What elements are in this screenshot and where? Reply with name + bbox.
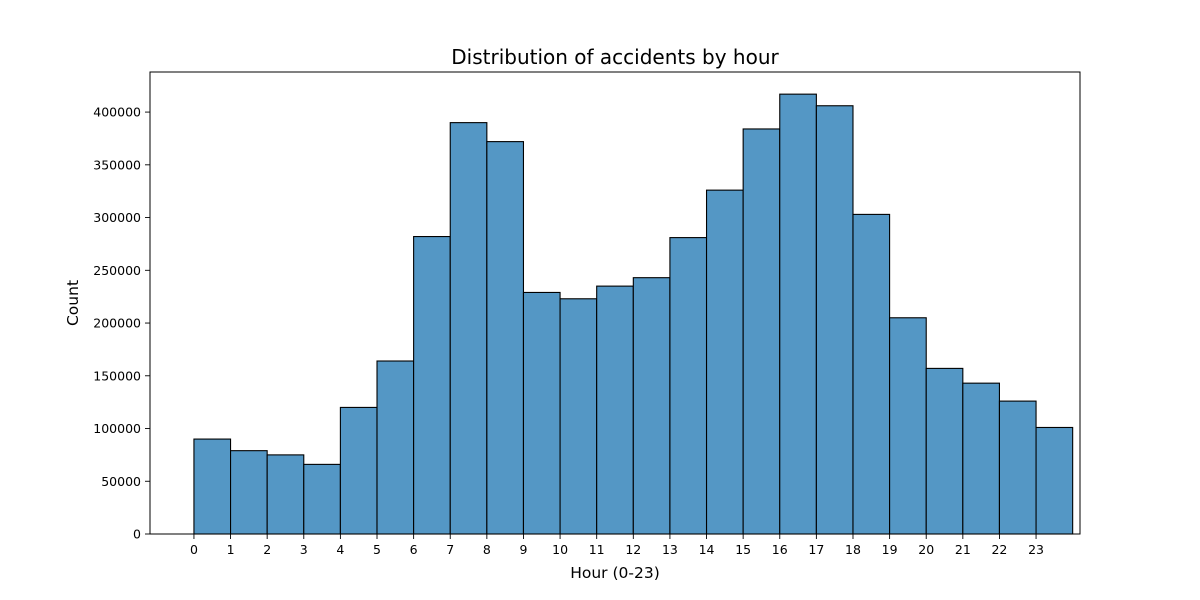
histogram-bar-7 [449,122,488,535]
x-tick-label: 16 [772,542,788,557]
x-axis-ticks: 0 1 2 3 4 5 6 7 8 9 10 11 12 13 14 15 16 17 18 19 20 21 22 23 [190,534,1044,557]
y-tick-label: 0 [133,527,141,542]
histogram-bar-2 [266,454,305,535]
x-tick-label: 21 [955,542,971,557]
histogram-bar-23 [1035,426,1074,535]
x-tick-label: 17 [808,542,824,557]
y-tick-label: 100000 [93,421,141,436]
histogram-bar-9 [522,291,561,535]
y-tick-label: 150000 [93,368,141,383]
histogram-bar-16 [779,93,817,535]
y-tick-label: 200000 [93,316,141,331]
x-tick-label: 5 [373,542,381,557]
histogram-bar-13 [669,237,708,535]
y-tick-label: 350000 [93,157,141,172]
y-tick-label: 50000 [101,474,141,489]
histogram-bar-17 [815,105,854,535]
histogram-bar-4 [339,406,378,535]
histogram-bar-3 [303,463,341,535]
y-tick-label: 300000 [93,210,141,225]
x-tick-label: 15 [735,542,751,557]
histogram-bar-19 [889,317,927,535]
y-axis-label: Count [64,280,82,326]
x-tick-label: 23 [1028,542,1044,557]
x-tick-label: 4 [336,542,344,557]
histogram-bar-15 [742,128,781,535]
histogram-bar-21 [962,382,1000,535]
plot-frame [149,71,1081,535]
histogram-bar-1 [230,450,268,535]
histogram-bar-18 [852,213,891,535]
histogram-bar-22 [998,400,1037,535]
x-tick-label: 18 [845,542,861,557]
x-tick-label: 6 [410,542,418,557]
histogram-bar-10 [559,298,598,535]
x-tick-label: 3 [300,542,308,557]
histogram-bar-11 [596,285,634,535]
x-tick-label: 12 [625,542,641,557]
bars-layer [193,93,1074,535]
x-tick-label: 19 [882,542,898,557]
histogram-bar-5 [376,360,415,535]
histogram-bar-14 [705,189,744,535]
histogram-bar-6 [413,236,451,535]
chart-title: Distribution of accidents by hour [451,45,779,69]
x-tick-label: 14 [699,542,715,557]
x-tick-label: 1 [227,542,235,557]
y-tick-label: 400000 [93,105,141,120]
x-tick-label: 9 [519,542,527,557]
histogram-bar-20 [925,367,964,535]
histogram-bar-0 [193,438,232,535]
x-tick-label: 2 [263,542,271,557]
x-tick-label: 22 [991,542,1007,557]
x-tick-label: 11 [589,542,605,557]
x-axis-label: Hour (0-23) [570,564,660,582]
x-tick-label: 13 [662,542,678,557]
histogram-bar-12 [632,277,671,535]
y-axis-ticks: 0 50000 100000 150000 200000 250000 300000 3500… [93,105,150,542]
x-tick-label: 8 [483,542,491,557]
x-tick-label: 0 [190,542,198,557]
histogram-bar-8 [486,141,525,535]
x-tick-label: 20 [918,542,934,557]
y-tick-label: 250000 [93,263,141,278]
x-tick-label: 7 [446,542,454,557]
x-tick-label: 10 [552,542,568,557]
